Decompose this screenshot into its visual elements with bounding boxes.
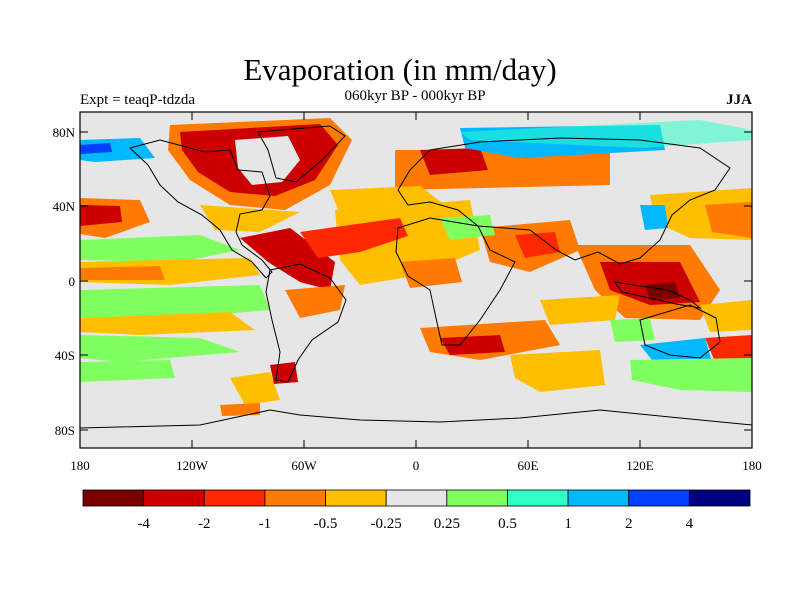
anomaly-patch (200, 205, 300, 232)
colorbar-swatch (385, 489, 448, 507)
anomaly-patch (80, 335, 240, 362)
anomaly-patch (80, 266, 165, 280)
colorbar-swatch (628, 489, 690, 507)
anomaly-patch (510, 350, 605, 392)
anomaly-patch (235, 136, 300, 185)
period-label: 060kyr BP - 000kyr BP (344, 88, 486, 104)
lon-tick-label: 120W (176, 458, 209, 473)
colorbar-label: 0.5 (498, 516, 517, 532)
colorbar-swatch (567, 489, 630, 507)
colorbar-label: 4 (686, 516, 694, 532)
lon-tick-label: 180 (70, 458, 90, 473)
anomaly-patch (645, 282, 680, 300)
colorbar-swatch (325, 489, 387, 507)
colorbar-label: -2 (198, 516, 211, 532)
lat-tick-label: 80N (53, 125, 76, 140)
lon-tick-label: 60E (518, 458, 539, 473)
anomaly-field (80, 118, 752, 416)
colorbar-label: -4 (137, 516, 150, 532)
anomaly-patch (440, 335, 505, 355)
anomaly-patch (80, 205, 122, 226)
colorbar-label: -1 (259, 516, 272, 532)
lat-tick-label: 40S (55, 348, 75, 363)
colorbar-label: -0.25 (371, 516, 402, 532)
anomaly-patch (640, 205, 668, 230)
coastline-africa (395, 217, 516, 346)
latitude-axis: 80N 40N 0 40S 80S (53, 125, 752, 438)
anomaly-patch (705, 335, 752, 362)
lat-tick-label: 0 (69, 274, 76, 289)
anomaly-patch (80, 360, 175, 382)
anomaly-patch (80, 143, 112, 154)
anomaly-patch (80, 235, 240, 262)
colorbar: -4 -2 -1 -0.5 -0.25 0.25 0.5 1 2 4 (82, 489, 751, 532)
anomaly-patch (705, 202, 752, 238)
lon-tick-label: 60W (291, 458, 317, 473)
anomaly-patch (610, 318, 655, 342)
map-panel: 80N 40N 0 40S 80S 180 120W 60W 0 60E 120E 180 (53, 111, 762, 473)
anomaly-patch (630, 358, 752, 392)
anomaly-patch (300, 218, 408, 258)
colorbar-label: -0.5 (314, 516, 338, 532)
coastlines (80, 125, 752, 429)
anomaly-patch (80, 312, 255, 335)
colorbar-label: 0.25 (434, 516, 460, 532)
colorbar-label: 1 (564, 516, 572, 532)
lat-tick-label: 80S (55, 423, 75, 438)
lon-tick-label: 180 (742, 458, 762, 473)
anomaly-patch (440, 215, 495, 240)
anomaly-patch (515, 232, 560, 258)
anomaly-patch (240, 228, 335, 290)
anomaly-patch (220, 403, 260, 416)
anomaly-patch (285, 285, 345, 318)
colorbar-swatch (143, 489, 205, 507)
colorbar-label: 2 (625, 516, 633, 532)
coastline-greenland (257, 125, 346, 183)
lon-tick-label: 120E (626, 458, 654, 473)
colorbar-swatch (264, 489, 326, 507)
coastline-south-america (265, 263, 347, 383)
coastline-eurasia (397, 137, 731, 265)
anomaly-patch (270, 362, 298, 384)
experiment-label: Expt = teaqP-tdzda (80, 92, 196, 108)
colorbar-swatch (203, 489, 266, 507)
lat-tick-label: 40N (53, 199, 76, 214)
anomaly-patch (700, 300, 752, 332)
colorbar-swatch (507, 489, 569, 507)
colorbar-swatch (82, 489, 145, 507)
colorbar-swatch (688, 489, 751, 507)
anomaly-patch (230, 372, 280, 405)
longitude-axis: 180 120W 60W 0 60E 120E 180 (70, 112, 762, 473)
colorbar-swatch (446, 489, 508, 507)
anomaly-patch (460, 120, 752, 148)
coastline-north-america (129, 139, 273, 279)
anomaly-patch (420, 148, 488, 175)
lon-tick-label: 0 (413, 458, 420, 473)
season-label: JJA (726, 92, 752, 108)
anomaly-patch (540, 295, 620, 325)
map-title: Evaporation (in mm/day) (243, 52, 557, 87)
coastline-maritime (613, 281, 702, 309)
coastline-antarctica (80, 409, 752, 429)
anomaly-patch (80, 285, 270, 320)
